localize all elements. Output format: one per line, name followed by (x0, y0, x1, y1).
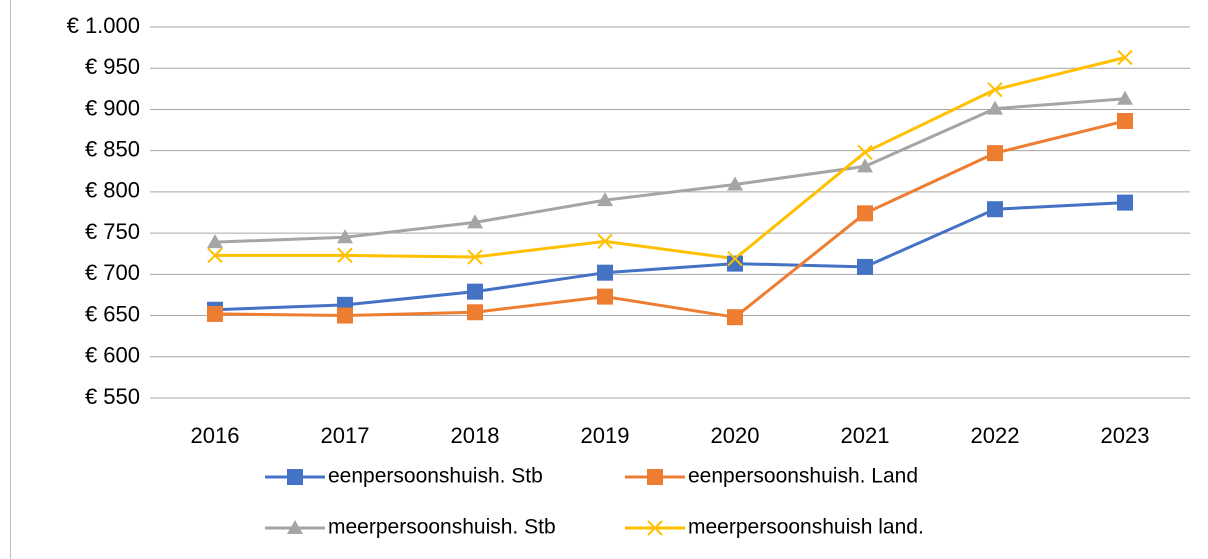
marker (597, 288, 613, 305)
y-tick-label: € 700 (85, 260, 140, 285)
marker (467, 249, 483, 265)
marker (207, 247, 223, 264)
y-tick-label: € 1.000 (67, 13, 140, 38)
y-tick-label: € 950 (85, 54, 140, 79)
marker (727, 176, 743, 191)
y-tick-label: € 600 (85, 343, 140, 368)
x-tick-label: 2019 (581, 423, 630, 448)
marker (467, 214, 483, 229)
marker (987, 145, 1003, 162)
series-line (214, 119, 1126, 319)
y-tick-label: € 900 (85, 95, 140, 120)
marker (987, 100, 1003, 115)
marker (857, 258, 873, 275)
x-tick-label: 2018 (451, 423, 500, 448)
marker (857, 158, 873, 173)
marker (207, 234, 223, 249)
marker (857, 144, 873, 161)
legend-marker (647, 469, 663, 485)
marker (1117, 112, 1133, 129)
marker (727, 255, 743, 272)
y-tick-label: € 800 (85, 178, 140, 203)
series-line (214, 97, 1126, 244)
legend-label: meerpersoonshuish. Stb (328, 516, 556, 539)
marker (987, 201, 1003, 218)
y-tick-label: € 850 (85, 136, 140, 161)
x-tick-label: 2023 (1101, 423, 1150, 448)
legend-label: meerpersoonshuish land. (688, 516, 924, 539)
x-tick-label: 2020 (711, 423, 760, 448)
marker (207, 305, 223, 322)
x-tick-label: 2021 (841, 423, 890, 448)
marker (337, 307, 353, 324)
marker (727, 250, 743, 267)
y-tick-label: € 550 (85, 384, 140, 409)
series-line (214, 201, 1126, 312)
marker (467, 283, 483, 300)
x-tick-label: 2017 (321, 423, 370, 448)
legend-marker (287, 469, 303, 485)
marker (337, 247, 353, 264)
marker (1117, 90, 1133, 105)
marker (597, 192, 613, 207)
marker (987, 81, 1003, 98)
marker (857, 205, 873, 222)
legend-label: eenpersoonshuish. Land (688, 465, 918, 488)
marker (727, 309, 743, 326)
y-tick-label: € 750 (85, 219, 140, 244)
marker (467, 304, 483, 321)
series-line (215, 56, 1126, 261)
legend-label: eenpersoonshuish. Stb (328, 465, 543, 488)
marker (597, 264, 613, 281)
marker (337, 229, 353, 244)
marker (1117, 49, 1133, 66)
x-tick-label: 2016 (191, 423, 240, 448)
marker (1117, 194, 1133, 211)
x-tick-label: 2022 (971, 423, 1020, 448)
y-tick-label: € 650 (85, 301, 140, 326)
legend-marker (647, 520, 663, 536)
legend-marker (287, 520, 303, 534)
marker (597, 233, 613, 250)
